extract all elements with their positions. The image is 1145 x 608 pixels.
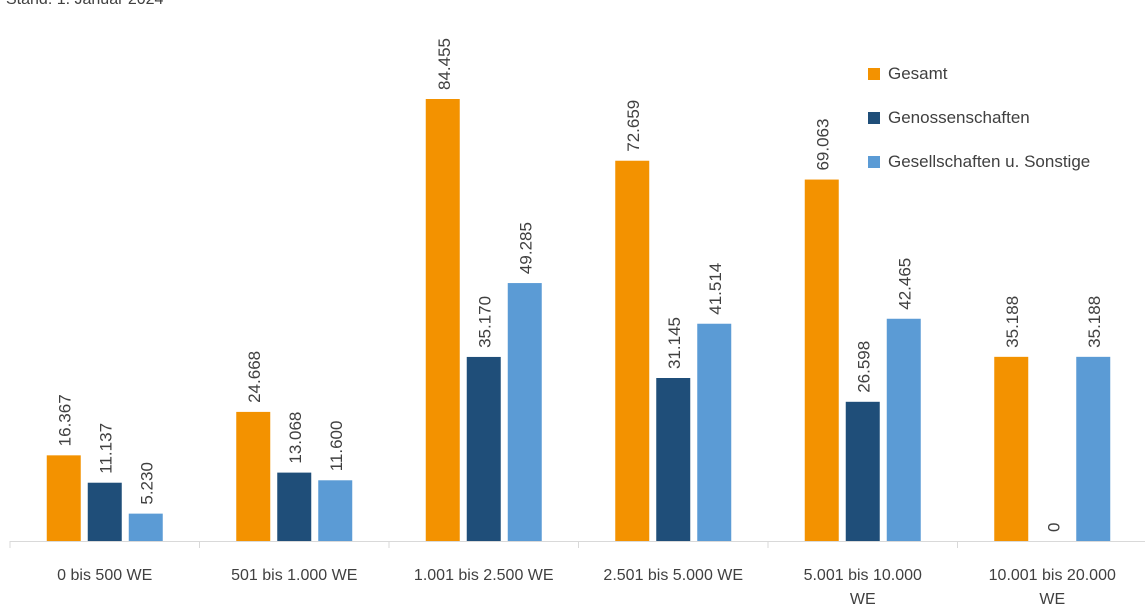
data-label-gesellschaften: 42.465 (896, 258, 915, 310)
bar-gesellschaften (697, 323, 732, 541)
category-label: WE (1039, 591, 1065, 608)
data-label-gesamt: 69.063 (814, 119, 833, 171)
data-label-gesellschaften: 5.230 (138, 462, 157, 505)
bar-gesellschaften (318, 480, 353, 541)
data-label-gesamt: 72.659 (624, 100, 643, 152)
bar-gesellschaften (886, 318, 921, 541)
data-label-genossenschaften: 35.170 (476, 296, 495, 348)
bar-genossenschaften (87, 482, 122, 541)
data-label-gesellschaften: 49.285 (517, 222, 536, 274)
category-label: WE (850, 591, 876, 608)
legend-swatch-gesamt (868, 68, 880, 80)
bar-gesamt (615, 160, 650, 541)
data-label-gesellschaften: 35.188 (1085, 296, 1104, 348)
legend-item-gesellschaften: Gesellschaften u. Sonstige (868, 150, 1090, 174)
data-label-genossenschaften: 0 (1044, 523, 1063, 532)
legend-label-genossenschaften: Genossenschaften (888, 108, 1030, 127)
data-label-gesamt: 16.367 (56, 394, 75, 446)
bar-genossenschaften (277, 472, 312, 541)
data-label-genossenschaften: 13.068 (286, 412, 305, 464)
bar-genossenschaften (656, 378, 691, 541)
data-label-gesellschaften: 11.600 (327, 421, 346, 472)
bar-gesellschaften (507, 283, 542, 541)
data-label-genossenschaften: 26.598 (855, 341, 874, 393)
data-label-genossenschaften: 31.145 (665, 317, 684, 369)
category-label: 1.001 bis 2.500 WE (414, 567, 554, 584)
legend-item-genossenschaften: Genossenschaften (868, 106, 1090, 130)
chart-subtitle: Stand: 1. Januar 2024 (6, 0, 163, 9)
legend: Gesamt Genossenschaften Gesellschaften u… (868, 62, 1090, 194)
bar-genossenschaften (466, 356, 501, 541)
legend-label-gesamt: Gesamt (888, 64, 948, 83)
bar-gesamt (46, 455, 81, 541)
category-label: 5.001 bis 10.000 (804, 567, 922, 584)
category-label: 2.501 bis 5.000 WE (603, 567, 743, 584)
bar-gesamt (804, 179, 839, 541)
category-label: 501 bis 1.000 WE (231, 567, 357, 584)
bar-gesamt (236, 411, 271, 541)
legend-swatch-gesellschaften (868, 156, 880, 168)
legend-label-gesellschaften: Gesellschaften u. Sonstige (888, 152, 1091, 171)
data-label-gesamt: 35.188 (1003, 296, 1022, 348)
legend-swatch-genossenschaften (868, 112, 880, 124)
data-label-gesellschaften: 41.514 (706, 263, 725, 315)
category-label: 0 bis 500 WE (57, 567, 152, 584)
bar-gesamt (425, 99, 460, 541)
bar-genossenschaften (845, 401, 880, 541)
data-label-gesamt: 84.455 (435, 38, 454, 90)
legend-item-gesamt: Gesamt (868, 62, 1090, 86)
category-label: 10.001 bis 20.000 (989, 567, 1116, 584)
bar-gesellschaften (1076, 356, 1111, 541)
bar-gesellschaften (128, 513, 163, 541)
data-label-gesamt: 24.668 (245, 351, 264, 403)
bar-gesamt (994, 356, 1029, 541)
data-label-genossenschaften: 11.137 (97, 423, 116, 474)
